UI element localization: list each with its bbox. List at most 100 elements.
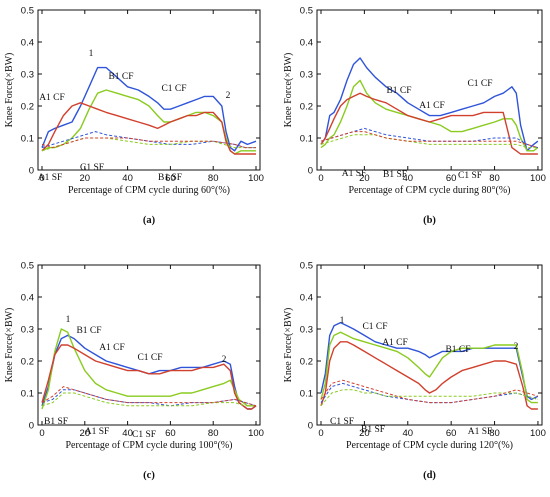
y-tick-label: 0 [29,166,34,177]
y-tick-label: 0.1 [300,389,313,400]
panel-label: (d) [423,470,436,481]
curve-annotation: C1 CF [161,84,186,94]
x-tick-label: 0 [39,428,44,439]
panel-label: (a) [143,215,156,226]
curve-annotation: A1 SF [85,427,110,437]
x-axis-label: Percentage of CPM cycle during 60°(%) [68,185,230,196]
curve-annotation: B1 CF [108,72,133,82]
panel-label: (c) [143,470,155,481]
y-axis-label: Knee Force(×BW) [4,308,15,383]
y-tick-label: 0.5 [21,261,34,272]
curve-annotation: C1 CF [467,79,492,89]
y-tick-label: 0.1 [21,389,34,400]
curve-annotation: A1 CF [99,343,125,353]
compressive-force-line [41,66,257,152]
y-tick-label: 0.2 [21,102,34,113]
plot-frame [37,9,261,171]
y-tick-label: 0.5 [300,261,313,272]
compressive-force-line [320,92,538,155]
shear-force-line [41,392,256,407]
curve-annotation: 1 [340,316,345,326]
x-tick-label: 60 [446,173,457,184]
y-tick-label: 0.5 [21,6,34,17]
curve-annotation: C1 SF [80,163,104,173]
y-tick-label: 0 [308,421,313,432]
y-tick-label: 0 [29,421,34,432]
curve-annotation: C1 CF [362,322,387,332]
x-tick-label: 80 [489,173,500,184]
compressive-force-line [320,331,538,404]
x-tick-label: 40 [402,428,413,439]
x-tick-label: 0 [39,173,44,184]
compressive-force-line [320,57,539,152]
y-tick-label: 0.1 [300,134,313,145]
shear-force-line [320,379,539,404]
shear-force-line [320,389,539,407]
compressive-force-line [41,344,257,410]
x-tick-label: 100 [530,173,546,184]
curve-annotation: B1 CF [445,345,470,355]
curve-annotation: A1 SF [468,427,493,437]
shear-force-line [320,131,539,149]
x-tick-label: 40 [122,173,133,184]
x-tick-label: 20 [359,173,370,184]
curve-annotation: 2 [226,91,231,101]
compressive-force-line [41,328,256,410]
y-tick-label: 0.3 [21,325,34,336]
curve-annotation: B1 SF [44,417,68,427]
shear-force-line [41,137,256,152]
plot-frame [316,9,543,171]
compressive-force-line [320,321,539,401]
x-tick-label: 100 [248,428,264,439]
x-tick-label: 100 [248,173,264,184]
y-tick-label: 0.2 [21,357,34,368]
curve-annotation: B1 SF [383,170,407,180]
plot-frame [37,264,261,426]
shear-force-line [41,386,257,407]
x-tick-label: 80 [489,428,500,439]
y-tick-label: 0.2 [300,102,313,113]
curve-annotation: C1 SF [132,430,156,440]
curve-annotation: 2 [222,355,227,365]
curve-annotation: 1 [66,315,71,325]
x-axis-label: Percentage of CPM cycle during 100°(%) [65,440,232,451]
y-tick-label: 0.1 [21,134,34,145]
panel-d: 0 0.1 0.2 0.3 0.4 0.5 0 20 40 60 80 100 Percentage o… [283,261,546,482]
curve-annotation: C1 SF [458,171,482,181]
curve-annotation: A1 CF [419,101,445,111]
panel-b: 0 0.1 0.2 0.3 0.4 0.5 0 20 40 60 80 100 Percentage o… [283,6,546,227]
x-tick-label: 60 [446,428,457,439]
x-tick-label: 20 [80,173,91,184]
panel-label: (b) [423,215,436,226]
x-tick-label: 40 [402,173,413,184]
shear-force-line [320,134,538,149]
shear-force-line [41,389,257,407]
curve-annotation: A1 CF [382,338,408,348]
curve-annotation: A1 CF [39,93,65,103]
y-tick-label: 0.3 [300,70,313,81]
shear-force-line [41,137,256,149]
y-tick-label: 0.4 [21,38,34,49]
x-tick-label: 20 [80,428,91,439]
compressive-force-line [320,341,538,410]
x-tick-label: 0 [318,428,323,439]
x-tick-label: 40 [122,428,133,439]
y-tick-label: 0.4 [300,38,313,49]
x-tick-label: 100 [530,428,546,439]
curve-annotation: A1 SF [38,173,63,183]
compressive-force-line [41,102,256,155]
y-tick-label: 0.4 [300,293,313,304]
plot-frame [316,264,543,426]
y-axis-label: Knee Force(×BW) [283,308,294,383]
panel-a: 0 0.1 0.2 0.3 0.4 0.5 0 20 40 60 80 100 Percentage o… [4,6,264,227]
y-axis-label: Knee Force(×BW) [4,53,15,128]
y-tick-label: 0.4 [21,293,34,304]
curve-annotation: 2 [514,342,519,352]
x-tick-label: 80 [208,173,219,184]
y-tick-label: 0.2 [300,357,313,368]
shear-force-line [320,382,539,404]
x-tick-label: 60 [165,173,176,184]
y-tick-label: 0.3 [300,325,313,336]
x-axis-label: Percentage of CPM cycle during 120°(%) [346,440,513,451]
